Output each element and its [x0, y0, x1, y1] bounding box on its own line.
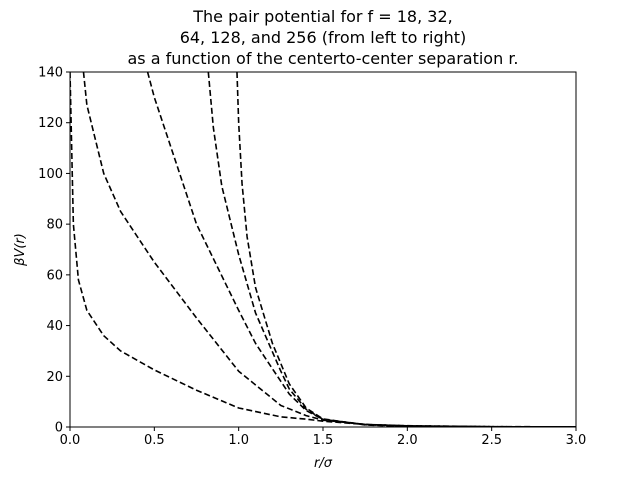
- series-line-3: [146, 72, 576, 427]
- y-tick-label: 20: [46, 370, 63, 385]
- x-tick-label: 2.0: [397, 433, 418, 448]
- x-tick-label: 1.0: [228, 433, 249, 448]
- x-tick-label: 0.5: [144, 433, 165, 448]
- y-axis: 0 20 40 60 80 100 120 140: [38, 66, 70, 436]
- chart-title: The pair potential for f = 18, 32, 64, 1…: [127, 7, 518, 68]
- y-tick-label: 100: [38, 167, 63, 182]
- chart-title-line-1: The pair potential for f = 18, 32,: [192, 7, 452, 26]
- y-tick-label: 0: [55, 421, 63, 436]
- x-axis-label: r/σ: [314, 456, 333, 471]
- series-line-2: [82, 72, 576, 427]
- y-tick-label: 40: [46, 319, 63, 334]
- x-axis: 0.0 0.5 1.0 1.5 2.0 2.5 3.0: [60, 427, 587, 448]
- y-tick-label: 140: [38, 66, 63, 81]
- series-line-5: [236, 72, 576, 427]
- x-tick-label: 1.5: [313, 433, 334, 448]
- x-tick-label: 2.5: [481, 433, 502, 448]
- y-tick-label: 120: [38, 116, 63, 131]
- y-tick-label: 80: [46, 218, 63, 233]
- series-line-1: [70, 72, 576, 427]
- chart-title-line-3: as a function of the centerto-center sep…: [127, 49, 518, 68]
- y-axis-label: βV(r): [13, 233, 28, 267]
- x-tick-label: 0.0: [60, 433, 81, 448]
- chart-title-line-2: 64, 128, and 256 (from left to right): [180, 28, 467, 47]
- series-line-4: [207, 72, 576, 427]
- y-tick-label: 60: [46, 268, 63, 283]
- series-layer: [70, 72, 576, 427]
- x-tick-label: 3.0: [566, 433, 587, 448]
